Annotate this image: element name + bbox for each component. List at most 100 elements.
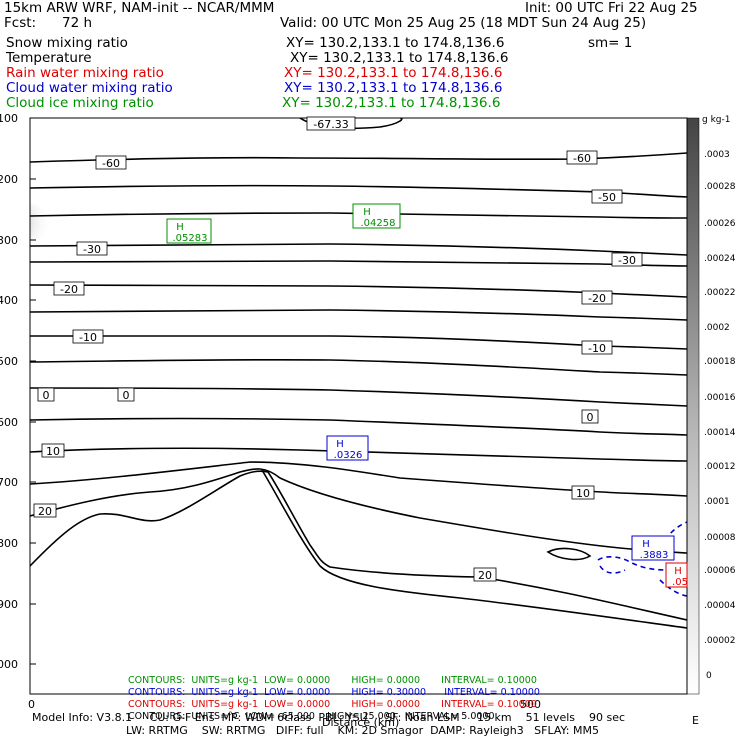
contour-label: -67.33 [306, 116, 356, 131]
colorbar-tick-label: .00028 [704, 182, 736, 192]
colorbar-tick-label: 0 [706, 671, 712, 681]
colorbar-tick-label: .0003 [704, 150, 730, 160]
colorbar [686, 117, 700, 695]
svg-text:.04258: .04258 [361, 218, 396, 229]
contour-label: 10 [571, 485, 595, 500]
shading-blob [30, 204, 52, 240]
svg-text:-67.33: -67.33 [313, 118, 348, 131]
contour-label: -20 [581, 290, 613, 305]
fcst-value: 72 h [62, 15, 93, 31]
svg-text:.05283: .05283 [173, 233, 208, 244]
svg-text:0: 0 [123, 389, 130, 402]
svg-text:-30: -30 [83, 243, 101, 256]
contour-label: 20 [473, 567, 497, 582]
contour-label: -50 [591, 189, 623, 204]
svg-text:H: H [642, 539, 650, 550]
model-info-line-1: Model Info: V3.8.1 CU: G-F Ens MP: WDM 6… [32, 711, 626, 724]
colorbar-tick-label: .00022 [704, 288, 736, 298]
svg-text:-10: -10 [79, 331, 97, 344]
x-right-label: E [692, 714, 699, 727]
field-xy-cloud-ice: XY= 130.2,133.1 to 174.8,136.6 [282, 95, 501, 111]
contour-label: -30 [611, 252, 643, 267]
svg-text:-20: -20 [588, 292, 606, 305]
svg-text:0: 0 [587, 411, 594, 424]
colorbar-tick-label: .0002 [704, 323, 730, 333]
colorbar-tick-label: .00012 [704, 462, 736, 472]
contour-info-cloud-water: CONTOURS: UNITS=g kg-1 LOW= 0.0000 HIGH=… [128, 687, 540, 698]
colorbar-unit: g kg-1 [702, 115, 730, 125]
x-tick-label: 0 [28, 698, 35, 711]
contour-label: 10 [41, 443, 65, 458]
svg-text:H: H [363, 207, 371, 218]
colorbar-tick-label: .00018 [704, 357, 736, 367]
contour-label: -20 [53, 281, 85, 296]
svg-text:.3883: .3883 [640, 550, 669, 561]
contour-info-cloud-ice: CONTOURS: UNITS=g kg-1 LOW= 0.0000 HIGH=… [128, 675, 537, 686]
y-tick-label: 100 [0, 112, 18, 125]
valid-time: Valid: 00 UTC Mon 25 Aug 25 (18 MDT Sun … [280, 15, 647, 31]
colorbar-tick-label: .00002 [704, 636, 736, 646]
contour-label: 0 [37, 387, 55, 402]
contour-label: -10 [72, 329, 104, 344]
contour-label: 0 [581, 409, 599, 424]
colorbar-tick-label: .00026 [704, 219, 736, 229]
svg-text:-60: -60 [573, 152, 591, 165]
svg-text:-30: -30 [618, 254, 636, 267]
high-marker-cloud-ice: H .05283 [166, 218, 212, 244]
field-sm: sm= 1 [588, 35, 633, 51]
colorbar-tick-label: .00004 [704, 601, 736, 611]
field-name-cloud-water: Cloud water mixing ratio [6, 80, 173, 96]
field-name-cloud-ice: Cloud ice mixing ratio [6, 95, 154, 111]
svg-text:.0326: .0326 [334, 450, 363, 461]
field-name-rain: Rain water mixing ratio [6, 65, 164, 81]
high-marker-cloud-water: H .0326 [326, 435, 369, 461]
y-tick-label: 1000 [0, 658, 18, 671]
y-tick-label: 400 [0, 294, 18, 307]
y-tick-label: 900 [0, 598, 18, 611]
contour-label: 20 [33, 503, 57, 518]
y-tick-label: 800 [0, 537, 18, 550]
svg-text:0: 0 [43, 389, 50, 402]
field-name-snow: Snow mixing ratio [6, 35, 128, 51]
contour-label: 0 [117, 387, 135, 402]
x-axis-label: Distance (km) [322, 716, 399, 729]
field-xy-cloud-water: XY= 130.2,133.1 to 174.8,136.6 [284, 80, 503, 96]
colorbar-tick-label: .00014 [704, 428, 736, 438]
colorbar-tick-label: .00024 [704, 254, 736, 264]
contour-label: -30 [76, 241, 108, 256]
model-info-line-2: LW: RRTMG SW: RRTMG DIFF: full KM: 2D Sm… [126, 724, 599, 737]
x-tick-label: 500 [520, 698, 541, 711]
fcst-label: Fcst: [4, 15, 37, 31]
high-marker-cloud-water: H .3883 [631, 535, 675, 561]
temperature-contours [30, 118, 687, 629]
svg-text:-10: -10 [588, 342, 606, 355]
colorbar-tick-label: .00008 [704, 533, 736, 543]
high-marker-rain-water: H .05 [665, 562, 688, 588]
svg-text:20: 20 [38, 505, 52, 518]
contour-info-temperature: CONTOURS: UNITS=°C LOW= -65.000 HIGH= 25… [128, 711, 495, 722]
svg-text:H: H [176, 222, 184, 233]
svg-text:H: H [674, 566, 682, 577]
field-xy-temperature: XY= 130.2,133.1 to 174.8,136.6 [290, 50, 509, 66]
y-tick-label: 700 [0, 476, 18, 489]
y-axis-ticks [30, 117, 36, 665]
init-time: Init: 00 UTC Fri 22 Aug 25 [525, 0, 698, 16]
field-xy-rain: XY= 130.2,133.1 to 174.8,136.6 [284, 65, 503, 81]
svg-text:10: 10 [46, 445, 60, 458]
svg-text:.05: .05 [672, 577, 688, 588]
model-title: 15km ARW WRF, NAM-init -- NCAR/MMM [4, 0, 275, 16]
svg-text:-60: -60 [102, 157, 120, 170]
svg-text:20: 20 [478, 569, 492, 582]
contour-info-rain-water: CONTOURS: UNITS=g kg-1 LOW= 0.0000 HIGH=… [128, 699, 537, 710]
colorbar-tick-label: .00006 [704, 566, 736, 576]
colorbar-tick-label: .0001 [704, 497, 730, 507]
svg-text:-20: -20 [60, 283, 78, 296]
svg-text:10: 10 [576, 487, 590, 500]
svg-text:H: H [336, 439, 344, 450]
colorbar-tick-label: .00016 [704, 393, 736, 403]
svg-text:-50: -50 [598, 191, 616, 204]
field-name-temperature: Temperature [6, 50, 92, 66]
plot-frame [29, 117, 688, 695]
contour-label: -10 [581, 340, 613, 355]
y-tick-label: 500 [0, 355, 18, 368]
